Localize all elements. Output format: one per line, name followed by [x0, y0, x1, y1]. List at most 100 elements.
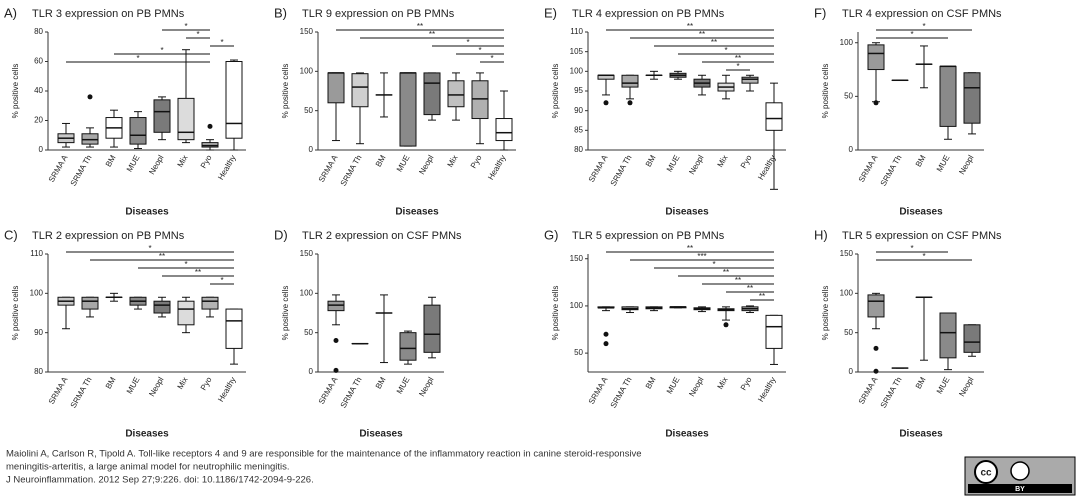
panel-title: TLR 4 expression on PB PMNs — [572, 8, 725, 20]
x-tick-label: Pyo — [199, 153, 214, 170]
box — [327, 300, 345, 312]
box — [177, 300, 195, 326]
y-tick-label: 0 — [309, 367, 314, 376]
by-circle — [1010, 461, 1030, 481]
license-tag: BY — [1015, 486, 1025, 493]
significance-label: * — [220, 276, 223, 285]
cc-circle — [974, 460, 998, 484]
y-tick-label: 80 — [574, 145, 583, 154]
x-tick-label: SRMA A — [857, 375, 880, 406]
significance-label: ** — [759, 292, 765, 301]
box — [741, 76, 759, 84]
x-tick-label: MUE — [395, 154, 412, 174]
x-tick-label: Mix — [176, 376, 190, 391]
x-tick-label: Pyo — [469, 153, 484, 170]
box — [399, 332, 417, 361]
outlier — [627, 100, 633, 106]
significance-label: * — [922, 22, 925, 31]
box — [963, 324, 981, 353]
y-tick-label: 110 — [570, 27, 583, 36]
panel-label: D) — [274, 227, 288, 242]
significance-label: ** — [711, 38, 717, 47]
significance-label: ** — [687, 244, 693, 253]
y-tick-label: 100 — [570, 66, 584, 75]
outlier — [333, 367, 339, 373]
panel-label: E) — [544, 5, 557, 20]
y-tick-label: 150 — [300, 27, 314, 36]
x-tick-label: Neopl — [957, 153, 975, 176]
x-tick-label: Pyo — [739, 153, 754, 170]
significance-label: * — [184, 260, 187, 269]
y-tick-label: 90 — [34, 328, 43, 337]
y-tick-label: 85 — [574, 125, 583, 134]
x-tick-label: MUE — [935, 154, 952, 174]
x-tick-label: BM — [914, 375, 928, 390]
panel-label: B) — [274, 5, 287, 20]
x-tick-label: MUE — [125, 154, 142, 174]
box — [471, 80, 489, 120]
outlier — [603, 100, 609, 106]
y-tick-label: 100 — [840, 38, 854, 47]
x-tick-label: Neopl — [687, 153, 705, 176]
x-tick-label: Neopl — [417, 153, 435, 176]
x-tick-label: SRMA A — [587, 375, 610, 406]
y-axis-label: % positive cells — [821, 64, 830, 119]
y-tick-label: 95 — [574, 86, 583, 95]
y-tick-label: 150 — [570, 254, 584, 263]
x-axis-label: Diseases — [665, 429, 709, 440]
x-tick-label: Mix — [716, 376, 730, 391]
x-axis-label: Diseases — [125, 207, 169, 218]
y-tick-label: 0 — [849, 367, 854, 376]
y-tick-label: 50 — [304, 106, 313, 115]
x-tick-label: MUE — [935, 376, 952, 396]
x-tick-label: SRMA A — [317, 375, 340, 406]
box — [867, 44, 885, 71]
x-axis-label: Diseases — [899, 207, 943, 218]
x-tick-label: Healthy — [216, 376, 237, 404]
significance-label: ** — [735, 276, 741, 285]
x-tick-label: BM — [374, 375, 388, 390]
y-tick-label: 150 — [840, 249, 854, 258]
y-tick-label: 50 — [844, 91, 853, 100]
outlier — [873, 100, 879, 106]
x-axis-label: Diseases — [899, 429, 943, 440]
y-tick-label: 80 — [34, 367, 43, 376]
x-tick-label: BM — [644, 153, 658, 168]
y-tick-label: 100 — [300, 288, 314, 297]
outlier — [873, 345, 879, 351]
panel-title: TLR 2 expression on CSF PMNs — [302, 230, 462, 242]
x-tick-label: BM — [104, 375, 118, 390]
x-tick-label: SRMA A — [857, 153, 880, 184]
x-tick-label: SRMA Th — [879, 376, 904, 410]
panel-label: C) — [4, 227, 18, 242]
y-tick-label: 100 — [30, 288, 44, 297]
significance-label: ** — [417, 22, 423, 31]
box — [153, 99, 171, 133]
x-tick-label: Neopl — [417, 375, 435, 398]
x-tick-label: BM — [644, 375, 658, 390]
y-tick-label: 0 — [849, 145, 854, 154]
outlier — [207, 123, 213, 129]
license-bar — [968, 484, 1072, 493]
significance-label: * — [910, 244, 913, 253]
x-tick-label: Neopl — [957, 375, 975, 398]
caption-line: J Neuroinflammation. 2012 Sep 27;9:226. … — [6, 475, 314, 486]
y-axis-label: % positive cells — [821, 286, 830, 341]
x-tick-label: MUE — [665, 376, 682, 396]
box — [423, 72, 441, 116]
box — [351, 73, 369, 108]
significance-label: * — [220, 38, 223, 47]
significance-label: * — [136, 54, 139, 63]
panel-label: H) — [814, 227, 828, 242]
outlier — [723, 322, 729, 328]
box — [153, 300, 171, 314]
box — [867, 294, 885, 318]
x-tick-label: BM — [914, 153, 928, 168]
y-axis-label: % positive cells — [551, 64, 560, 119]
panel-title: TLR 5 expression on PB PMNs — [572, 230, 725, 242]
significance-label: *** — [697, 252, 706, 261]
box — [621, 74, 639, 88]
y-tick-label: 20 — [34, 116, 43, 125]
significance-label: * — [478, 46, 481, 55]
